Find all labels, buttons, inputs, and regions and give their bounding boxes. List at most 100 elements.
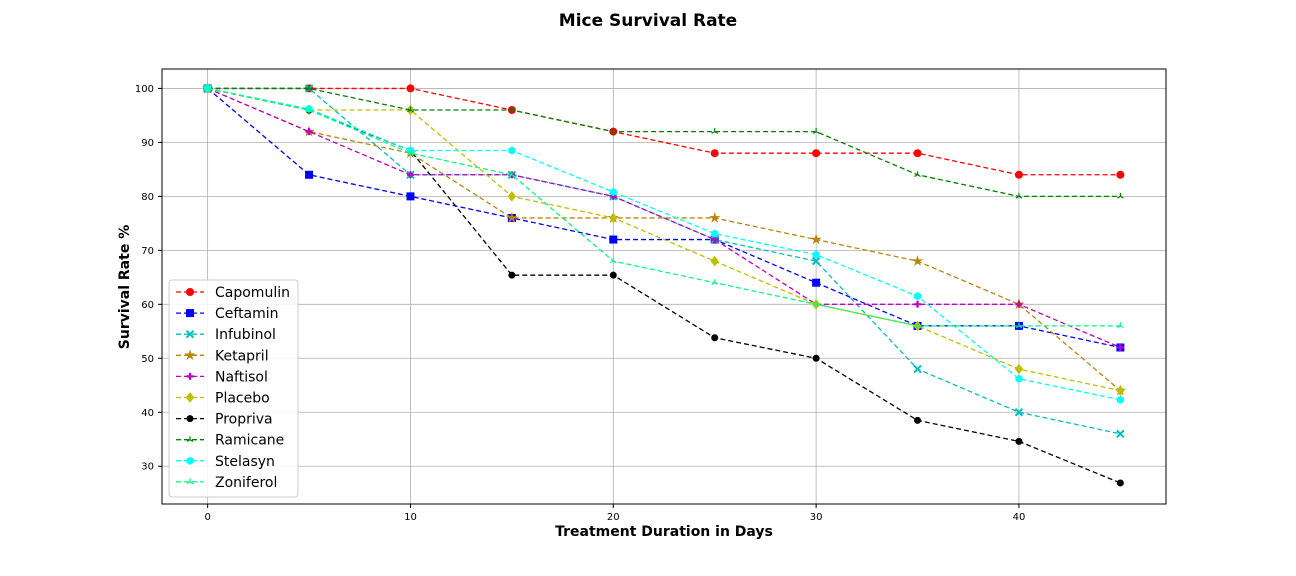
data-point — [609, 235, 618, 244]
data-point — [508, 106, 516, 113]
data-point — [812, 300, 820, 307]
data-point — [506, 211, 518, 223]
data-point — [812, 149, 821, 158]
data-point — [1015, 374, 1023, 383]
data-point — [609, 128, 617, 134]
legend-label: Infubinol — [215, 327, 276, 343]
data-point — [507, 191, 517, 202]
legend-item: Infubinol — [176, 327, 276, 343]
legend-label: Ceftamin — [215, 306, 279, 322]
series-stelasyn — [204, 84, 1124, 404]
data-point — [305, 128, 313, 136]
y-tick-label: 50 — [141, 354, 154, 365]
y-tick-label: 40 — [141, 408, 154, 419]
x-tick-label: 10 — [404, 512, 417, 523]
data-point — [186, 372, 194, 380]
data-point — [810, 233, 822, 245]
data-point — [186, 415, 194, 423]
data-point — [406, 84, 415, 93]
data-point — [186, 309, 194, 318]
data-point — [913, 364, 922, 374]
data-point — [609, 271, 617, 279]
y-tick-label: 70 — [141, 246, 154, 257]
data-point — [406, 192, 415, 201]
legend-label: Ketapril — [215, 348, 269, 364]
data-point — [914, 292, 922, 301]
data-point — [305, 170, 314, 179]
series-line — [207, 87, 1121, 435]
data-point — [710, 255, 719, 267]
data-point — [1116, 395, 1124, 404]
data-point — [811, 256, 821, 266]
x-axis-label: Treatment Duration in Days — [555, 524, 773, 540]
chart-title: Mice Survival Rate — [559, 11, 737, 31]
data-point — [186, 456, 194, 465]
legend: Capomulin Ceftamin Infubinol Ketapril Naftis… — [168, 279, 299, 498]
data-point — [1116, 385, 1125, 396]
data-point — [911, 255, 924, 266]
data-point — [186, 436, 194, 442]
series-line — [207, 87, 1121, 401]
data-point — [186, 288, 194, 296]
grid-lines — [162, 69, 1166, 504]
y-tick-label: 100 — [135, 84, 154, 95]
plot-frame — [161, 68, 1167, 505]
y-axis-label: Survival Rate % — [117, 225, 133, 349]
data-point — [914, 322, 921, 329]
series-ramicane — [204, 84, 1124, 199]
data-point — [711, 334, 719, 342]
y-tick-label: 30 — [141, 462, 154, 473]
data-point — [1014, 363, 1024, 375]
legend-label: Propriva — [215, 412, 273, 428]
y-tick-label: 80 — [141, 192, 154, 203]
x-tick-label: 0 — [204, 512, 210, 523]
data-point — [185, 329, 195, 339]
series-line — [207, 87, 1121, 392]
x-tick-label: 40 — [1013, 512, 1026, 523]
data-point — [812, 128, 820, 134]
data-point — [609, 257, 617, 264]
y-axis-ticks: 30 40 50 60 70 80 90 100 — [135, 84, 162, 473]
data-point — [204, 84, 211, 91]
x-tick-label: 30 — [810, 512, 823, 523]
series-line — [207, 87, 1121, 349]
series-line — [207, 87, 1121, 327]
data-point — [1116, 429, 1125, 439]
series-naftisol — [204, 84, 1124, 351]
legend-item: Ramicane — [176, 433, 284, 449]
data-point — [710, 149, 719, 158]
legend-item: Stelasyn — [176, 454, 275, 470]
data-point — [1116, 343, 1124, 351]
data-point — [508, 146, 516, 155]
legend-item: Capomulin — [176, 285, 290, 301]
data-point — [305, 84, 313, 91]
data-point — [1014, 170, 1023, 179]
legend-item: Ketapril — [176, 348, 269, 364]
data-point — [914, 416, 922, 424]
legend-item: Placebo — [176, 391, 270, 407]
data-point — [186, 478, 194, 485]
data-point — [914, 300, 922, 308]
data-point — [1014, 408, 1024, 417]
data-point — [407, 149, 414, 156]
series-zoniferol — [204, 84, 1124, 329]
x-axis-ticks: 0 10 20 30 40 — [204, 504, 1025, 523]
data-point — [1116, 479, 1124, 487]
series-placebo — [203, 83, 1125, 396]
data-point — [711, 279, 719, 285]
legend-label: Capomulin — [215, 285, 290, 301]
data-point — [1116, 170, 1125, 179]
legend-item: Ceftamin — [176, 306, 279, 322]
legend-item: Naftisol — [176, 369, 268, 385]
legend-label: Naftisol — [215, 369, 268, 385]
data-point — [407, 106, 414, 113]
data-point — [1117, 192, 1124, 199]
legend-item: Propriva — [176, 412, 273, 428]
data-point — [1117, 322, 1124, 329]
data-point — [1015, 192, 1023, 199]
data-point — [305, 106, 313, 113]
data-point — [1015, 322, 1023, 329]
series-infubinol — [203, 84, 1125, 439]
data-point — [708, 211, 721, 223]
legend-label: Ramicane — [215, 433, 284, 449]
